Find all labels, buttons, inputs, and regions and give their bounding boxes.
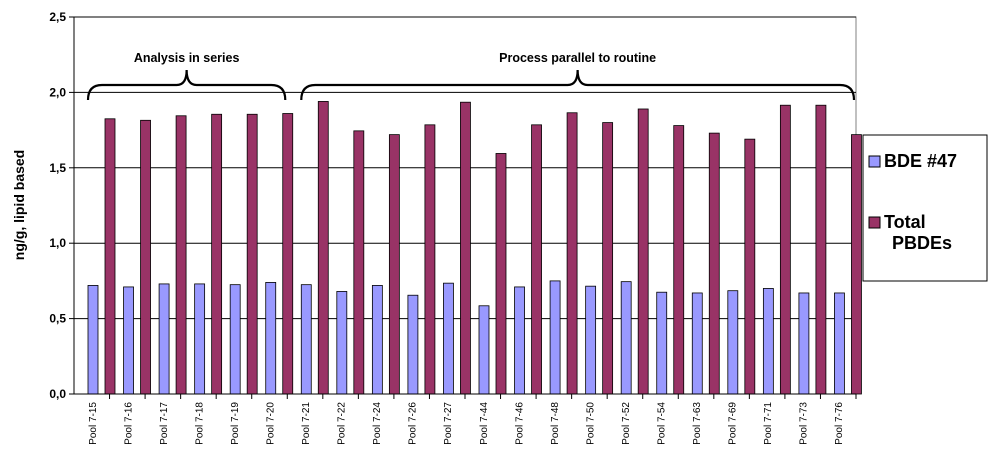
y-tick-label: 1,5 (49, 161, 66, 175)
x-tick-label: Pool 7-71 (763, 402, 774, 445)
x-tick-label: Pool 7-20 (266, 402, 277, 445)
bar-total-pbdes (851, 134, 862, 395)
annotation-label: Process parallel to routine (499, 51, 656, 65)
y-tick-label: 2,5 (49, 10, 66, 24)
bar-total-pbdes (602, 122, 614, 395)
bar-bde47 (656, 291, 668, 395)
x-tick-label: Pool 7-17 (159, 402, 170, 445)
bar-bde47 (194, 283, 206, 395)
bar-bde47 (514, 286, 525, 395)
x-tick-label: Pool 7-52 (621, 402, 632, 445)
bar-bde47 (158, 283, 170, 395)
y-tick-label: 1,0 (49, 236, 66, 250)
y-tick-label: 0,5 (49, 312, 66, 326)
bar-total-pbdes (211, 113, 223, 395)
x-tick-label: Pool 7-50 (585, 402, 596, 445)
bar-total-pbdes (388, 134, 400, 395)
x-tick-label: Pool 7-15 (88, 402, 99, 445)
bar-total-pbdes (424, 124, 436, 395)
bar-total-pbdes (282, 113, 294, 395)
bar-bde47 (478, 305, 490, 395)
bar-total-pbdes (246, 113, 258, 395)
bar-total-pbdes (637, 108, 649, 395)
legend-box (862, 134, 988, 282)
bar-total-pbdes (353, 130, 365, 395)
bar-total-pbdes (779, 104, 791, 395)
annotation-label: Analysis in series (134, 51, 240, 65)
bar-total-pbdes (140, 119, 151, 395)
bar-bde47 (727, 290, 739, 395)
x-tick-label: Pool 7-54 (657, 402, 668, 445)
bar-bde47 (300, 284, 312, 395)
x-tick-label: Pool 7-18 (194, 402, 205, 445)
bar-bde47 (691, 292, 703, 395)
bar-bde47 (798, 292, 810, 395)
x-tick-label: Pool 7-69 (728, 402, 739, 445)
bar-total-pbdes (175, 115, 187, 395)
bar-bde47 (549, 280, 561, 395)
x-tick-label: Pool 7-48 (550, 402, 561, 445)
legend-label: Total (884, 212, 926, 232)
x-tick-label: Pool 7-73 (799, 402, 810, 445)
annotation-brace (300, 69, 856, 101)
bar-total-pbdes (815, 104, 827, 395)
legend-label: BDE #47 (884, 151, 957, 171)
bar-total-pbdes (104, 118, 116, 395)
annotations: Analysis in series Process parallel to ro… (86, 51, 856, 101)
annotation-brace (86, 69, 287, 101)
bar-bde47 (762, 288, 774, 395)
y-tick-label: 0,0 (49, 387, 66, 401)
bars (87, 101, 862, 395)
bar-bde47 (585, 285, 597, 395)
bar-total-pbdes (673, 125, 685, 395)
bar-bde47 (371, 285, 383, 395)
bar-bde47 (87, 285, 99, 395)
x-tick-label: Pool 7-16 (123, 402, 134, 445)
x-tick-label: Pool 7-76 (834, 402, 845, 445)
y-axis-label: ng/g, lipid based (11, 150, 27, 260)
x-tick-label: Pool 7-24 (372, 402, 383, 445)
x-tick-label: Pool 7-19 (230, 402, 241, 445)
x-tick-label: Pool 7-27 (443, 402, 454, 445)
bar-total-pbdes (744, 138, 756, 395)
bar-total-pbdes (495, 153, 507, 395)
legend-swatch-bde47 (868, 155, 881, 168)
bar-bde47 (407, 294, 419, 395)
bar-bde47 (620, 281, 632, 395)
bar-total-pbdes (708, 132, 720, 395)
bar-bde47 (265, 282, 277, 395)
bar-total-pbdes (531, 124, 542, 395)
y-tick-label: 2,0 (49, 85, 66, 99)
x-tick-label: Pool 7-46 (514, 402, 525, 445)
x-tick-label: Pool 7-21 (301, 402, 312, 445)
bar-bde47 (443, 282, 454, 395)
bar-bde47 (229, 284, 241, 395)
bar-bde47 (123, 286, 134, 395)
bar-total-pbdes (317, 101, 329, 395)
bar-total-pbdes (566, 112, 578, 395)
x-tick-label: Pool 7-44 (479, 402, 490, 445)
bar-bde47 (834, 292, 845, 395)
legend-swatch-total-pbdes (868, 216, 881, 229)
x-tick-label: Pool 7-22 (337, 402, 348, 445)
legend-label: PBDEs (892, 233, 952, 253)
bar-total-pbdes (460, 101, 471, 395)
x-tick-label: Pool 7-63 (692, 402, 703, 445)
y-tick-labels: 0,0 0,5 1,0 1,5 2,0 2,5 (49, 10, 66, 401)
x-tick-labels: Pool 7-15 Pool 7-16 Pool 7-17 Pool 7-18 Pool… (88, 402, 845, 445)
axes (69, 16, 857, 399)
bar-bde47 (336, 291, 348, 395)
x-tick-label: Pool 7-26 (408, 402, 419, 445)
